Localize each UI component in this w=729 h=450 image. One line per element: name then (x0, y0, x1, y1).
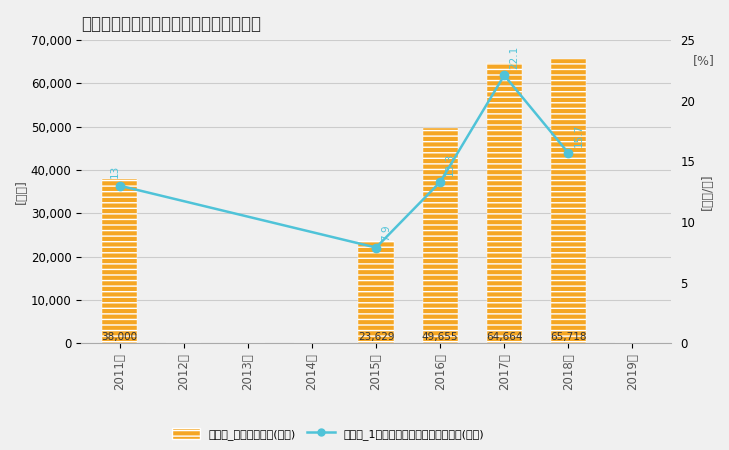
Text: 38,000: 38,000 (101, 332, 138, 342)
Y-axis label: [万円/㎡]: [万円/㎡] (701, 173, 714, 210)
Text: 7.9: 7.9 (381, 225, 391, 242)
Legend: 産業用_工事費予定額(左軸), 産業用_1平米当たり平均工事費予定額(右軸): 産業用_工事費予定額(左軸), 産業用_1平米当たり平均工事費予定額(右軸) (168, 423, 488, 445)
Text: [%]: [%] (693, 54, 714, 67)
Bar (423, 128, 458, 343)
Text: 産業用建築物の工事費予定額合計の推移: 産業用建築物の工事費予定額合計の推移 (81, 15, 261, 33)
Bar (550, 58, 586, 343)
Text: 15.7: 15.7 (574, 124, 583, 147)
Y-axis label: [万円]: [万円] (15, 179, 28, 204)
Text: 49,655: 49,655 (422, 332, 459, 342)
Text: 23,629: 23,629 (358, 332, 394, 342)
Bar (359, 241, 394, 343)
Text: 22.1: 22.1 (510, 46, 519, 69)
Text: 13.3: 13.3 (445, 153, 456, 176)
Bar (102, 179, 137, 343)
Text: 13: 13 (110, 165, 120, 178)
Bar (486, 63, 522, 343)
Text: 65,718: 65,718 (550, 332, 587, 342)
Text: 64,664: 64,664 (486, 332, 523, 342)
